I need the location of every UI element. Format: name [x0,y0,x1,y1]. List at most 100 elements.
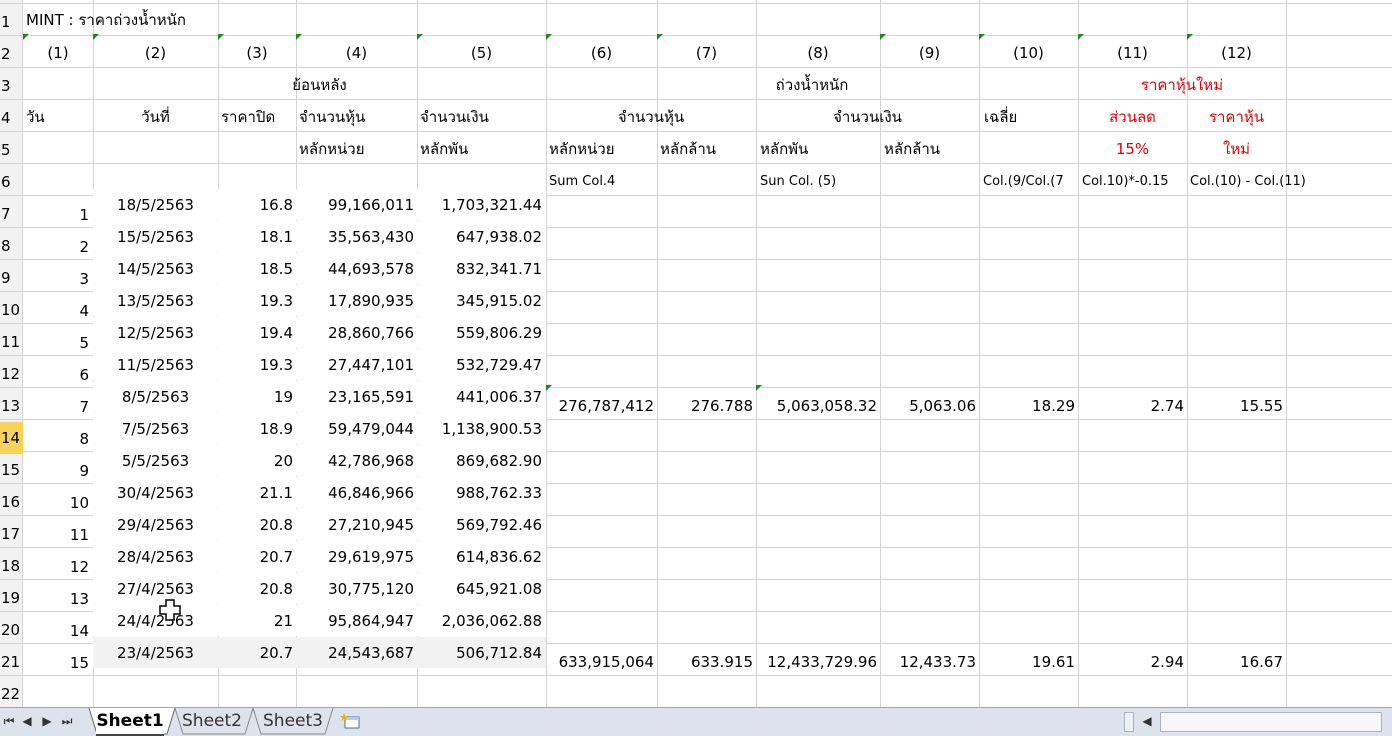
sum15-discount[interactable]: 2.94 [1150,653,1184,671]
header-share-price[interactable]: ราคาหุ้น [1208,108,1265,126]
tab-split-handle[interactable] [1124,712,1134,732]
date-cell[interactable]: 5/5/2563 [121,452,190,470]
day-cell[interactable]: 7 [79,398,89,416]
day-cell[interactable]: 3 [79,270,89,288]
date-cell[interactable]: 27/4/2563 [117,580,194,598]
last-sheet-icon[interactable]: ⏭ [61,714,73,728]
day-cell[interactable]: 14 [69,622,89,640]
formula-sum-col5[interactable]: Sun Col. (5) [760,174,837,189]
header-money[interactable]: จำนวนเงิน [420,108,489,126]
row-number[interactable]: 21 [1,653,21,671]
shares-cell[interactable]: 29,619,975 [328,548,414,566]
day-cell[interactable]: 4 [79,302,89,320]
weighted-unit-units[interactable]: หลักหน่วย [549,140,615,158]
col-index-4[interactable]: (4) [345,44,368,62]
header-weighted-shares[interactable]: จำนวนหุ้น [617,108,685,126]
date-cell[interactable]: 30/4/2563 [117,484,194,502]
shares-cell[interactable]: 30,775,120 [328,580,414,598]
row-number[interactable]: 14 [0,422,23,454]
col-index-2[interactable]: (2) [144,44,167,62]
title-cell[interactable]: MINT : ราคาถ่วงน้ำหนัก [26,11,187,29]
shares-cell[interactable]: 59,479,044 [328,420,414,438]
col-index-8[interactable]: (8) [807,44,829,62]
header-new-price[interactable]: ราคาหุ้นใหม่ [1140,76,1224,94]
weighted-unit-millions-2[interactable]: หลักล้าน [884,140,941,158]
header-date[interactable]: วันที่ [141,108,170,126]
row-number[interactable]: 4 [1,109,11,127]
money-cell[interactable]: 569,792.46 [456,516,542,534]
horizontal-scrollbar[interactable] [1160,712,1382,732]
weighted-unit-millions[interactable]: หลักล้าน [660,140,717,158]
row-number[interactable]: 7 [1,205,11,223]
first-sheet-icon[interactable]: ⏮ [3,714,15,728]
row-number[interactable]: 1 [1,13,11,31]
shares-cell[interactable]: 23,165,591 [328,388,414,406]
close-price-cell[interactable]: 19.3 [259,292,293,310]
date-cell[interactable]: 29/4/2563 [117,516,194,534]
header-day[interactable]: วัน [26,108,45,126]
row-number[interactable]: 22 [1,685,21,703]
close-price-cell[interactable]: 18.1 [259,228,293,246]
row-number[interactable]: 15 [1,461,21,479]
day-cell[interactable]: 9 [79,462,89,480]
row-number[interactable]: 6 [1,173,11,191]
row-number[interactable]: 12 [1,365,21,383]
header-weighted-money[interactable]: จำนวนเงิน [833,108,902,126]
shares-cell[interactable]: 99,166,011 [328,196,414,214]
day-cell[interactable]: 13 [69,590,89,608]
row-number[interactable]: 5 [1,141,11,159]
row-number[interactable]: 2 [1,45,11,63]
col-index-11[interactable]: (11) [1117,44,1148,62]
prev-sheet-icon[interactable]: ◀ [22,714,32,728]
shares-cell[interactable]: 28,860,766 [328,324,414,342]
scroll-left-icon[interactable]: ◀ [1142,714,1152,728]
close-price-cell[interactable]: 20.8 [259,516,293,534]
date-cell[interactable]: 7/5/2563 [121,420,190,438]
day-cell[interactable]: 8 [79,430,89,448]
unit-thousands[interactable]: หลักพัน [420,140,469,158]
row-number[interactable]: 3 [1,77,11,95]
formula-discount[interactable]: Col.10)*-0.15 [1082,174,1169,189]
close-price-cell[interactable]: 18.9 [259,420,293,438]
row-number[interactable]: 19 [1,589,21,607]
weighted-unit-thousands[interactable]: หลักพัน [760,140,809,158]
sum7-weighted-millions[interactable]: 276.788 [690,397,753,415]
shares-cell[interactable]: 27,447,101 [328,356,414,374]
day-cell[interactable]: 10 [69,494,89,512]
date-cell[interactable]: 28/4/2563 [117,548,194,566]
row-number[interactable]: 11 [1,333,21,351]
row-number[interactable]: 13 [1,397,21,415]
sum7-weighted-units[interactable]: 276,787,412 [558,397,654,415]
date-cell[interactable]: 12/5/2563 [117,324,194,342]
row-number[interactable]: 9 [1,269,11,287]
close-price-cell[interactable]: 20.8 [259,580,293,598]
money-cell[interactable]: 614,836.62 [456,548,542,566]
shares-cell[interactable]: 17,890,935 [328,292,414,310]
shares-cell[interactable]: 95,864,947 [328,612,414,630]
col-index-6[interactable]: (6) [590,44,613,62]
col-index-5[interactable]: (5) [470,44,493,62]
day-cell[interactable]: 11 [69,526,89,544]
close-price-cell[interactable]: 16.8 [259,196,293,214]
close-price-cell[interactable]: 19.3 [259,356,293,374]
close-price-cell[interactable]: 18.5 [259,260,293,278]
close-price-cell[interactable]: 19.4 [259,324,293,342]
date-cell[interactable]: 24/4/2563 [117,612,194,630]
day-cell[interactable]: 6 [79,366,89,384]
date-cell[interactable]: 11/5/2563 [117,356,194,374]
date-cell[interactable]: 23/4/2563 [117,644,194,662]
day-cell[interactable]: 5 [79,334,89,352]
date-cell[interactable]: 8/5/2563 [121,388,190,406]
formula-new-price[interactable]: Col.(10) - Col.(11) [1190,174,1306,189]
shares-cell[interactable]: 44,693,578 [328,260,414,278]
sum15-weighted-thousands[interactable]: 12,433,729.96 [767,653,877,671]
col-index-1[interactable]: (1) [47,44,69,62]
col-index-12[interactable]: (12) [1221,44,1252,62]
discount-rate[interactable]: 15% [1115,140,1150,158]
row-number[interactable]: 20 [1,621,21,639]
row-number[interactable]: 18 [1,557,21,575]
day-cell[interactable]: 15 [69,654,89,672]
date-cell[interactable]: 18/5/2563 [117,196,194,214]
formula-average[interactable]: Col.(9/Col.(7 [983,174,1064,189]
sum15-weighted-millions-2[interactable]: 12,433.73 [899,653,976,671]
